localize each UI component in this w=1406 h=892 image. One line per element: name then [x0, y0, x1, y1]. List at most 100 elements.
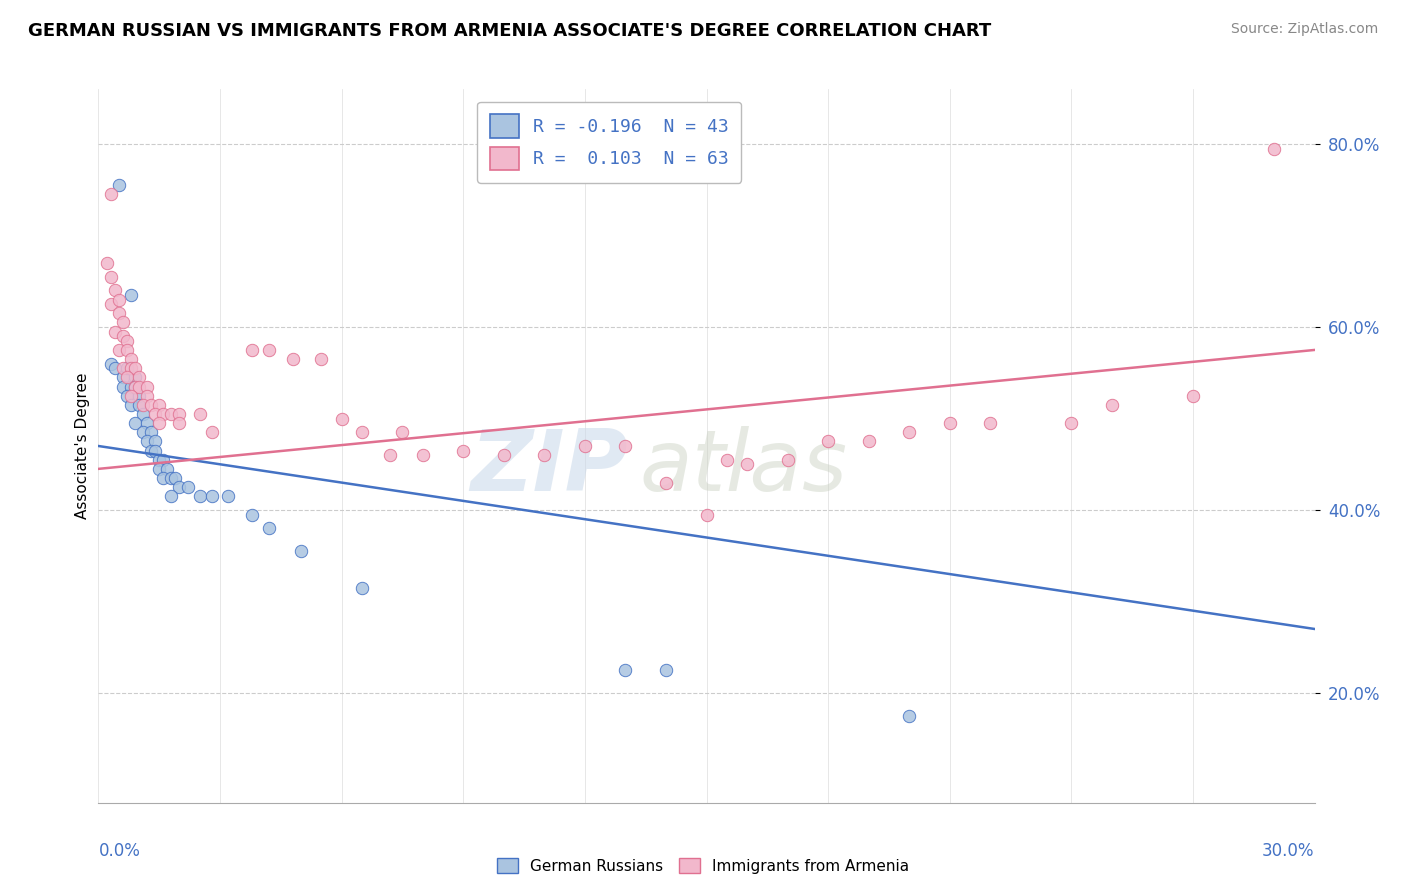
Point [148, 462, 170, 476]
Point [104, 284, 127, 298]
Point [1101, 398, 1123, 412]
Text: atlas: atlas [640, 425, 848, 509]
Legend: German Russians, Immigrants from Armenia: German Russians, Immigrants from Armenia [491, 852, 915, 880]
Point [350, 581, 373, 595]
Point [136, 416, 159, 430]
Point [132, 398, 155, 412]
Point [1060, 416, 1083, 430]
Point [655, 475, 678, 490]
Point [107, 343, 129, 357]
Point [169, 416, 191, 430]
Point [201, 489, 224, 503]
Point [124, 361, 146, 376]
Text: GERMAN RUSSIAN VS IMMIGRANTS FROM ARMENIA ASSOCIATE'S DEGREE CORRELATION CHART: GERMAN RUSSIAN VS IMMIGRANTS FROM ARMENI… [28, 22, 991, 40]
Point [574, 439, 596, 453]
Point [128, 379, 150, 393]
Point [776, 452, 799, 467]
Point [858, 434, 880, 449]
Text: 30.0%: 30.0% [1263, 842, 1315, 860]
Point [143, 434, 166, 449]
Point [217, 489, 239, 503]
Point [120, 361, 142, 376]
Point [148, 416, 170, 430]
Point [148, 398, 170, 412]
Point [139, 443, 162, 458]
Point [152, 452, 174, 467]
Point [132, 425, 155, 440]
Point [165, 471, 187, 485]
Point [120, 389, 142, 403]
Y-axis label: Associate's Degree: Associate's Degree [75, 373, 90, 519]
Point [311, 352, 333, 367]
Point [898, 425, 921, 440]
Point [120, 398, 142, 412]
Point [412, 448, 434, 462]
Point [169, 407, 191, 421]
Point [188, 407, 211, 421]
Point [201, 425, 224, 440]
Point [152, 407, 174, 421]
Point [143, 443, 166, 458]
Point [132, 407, 155, 421]
Point [148, 452, 170, 467]
Point [1263, 142, 1285, 156]
Point [716, 452, 738, 467]
Point [115, 389, 138, 403]
Point [614, 663, 637, 677]
Point [136, 379, 159, 393]
Point [100, 297, 122, 311]
Point [96, 256, 118, 270]
Point [115, 361, 138, 376]
Point [939, 416, 962, 430]
Point [257, 521, 280, 535]
Point [139, 398, 162, 412]
Point [156, 462, 179, 476]
Point [100, 357, 122, 371]
Point [188, 489, 211, 503]
Point [898, 709, 921, 723]
Point [104, 325, 127, 339]
Point [330, 411, 353, 425]
Point [124, 379, 146, 393]
Point [391, 425, 413, 440]
Point [281, 352, 304, 367]
Point [136, 389, 159, 403]
Point [533, 448, 555, 462]
Point [100, 269, 122, 284]
Point [655, 663, 678, 677]
Point [160, 407, 183, 421]
Text: Source: ZipAtlas.com: Source: ZipAtlas.com [1230, 22, 1378, 37]
Point [111, 361, 134, 376]
Point [614, 439, 637, 453]
Point [380, 448, 402, 462]
Point [128, 389, 150, 403]
Point [257, 343, 280, 357]
Point [492, 448, 515, 462]
Point [100, 187, 122, 202]
Point [169, 480, 191, 494]
Point [139, 425, 162, 440]
Point [107, 306, 129, 320]
Point [111, 379, 134, 393]
Point [104, 361, 127, 376]
Point [136, 434, 159, 449]
Point [128, 370, 150, 384]
Point [152, 471, 174, 485]
Point [120, 288, 142, 302]
Point [242, 343, 264, 357]
Point [979, 416, 1001, 430]
Point [817, 434, 839, 449]
Point [242, 508, 264, 522]
Point [696, 508, 718, 522]
Point [124, 379, 146, 393]
Point [107, 178, 129, 193]
Point [160, 471, 183, 485]
Point [115, 334, 138, 348]
Point [120, 379, 142, 393]
Point [111, 370, 134, 384]
Legend: R = -0.196  N = 43, R =  0.103  N = 63: R = -0.196 N = 43, R = 0.103 N = 63 [477, 102, 741, 183]
Point [128, 398, 150, 412]
Point [735, 458, 758, 472]
Point [107, 293, 129, 307]
Point [160, 489, 183, 503]
